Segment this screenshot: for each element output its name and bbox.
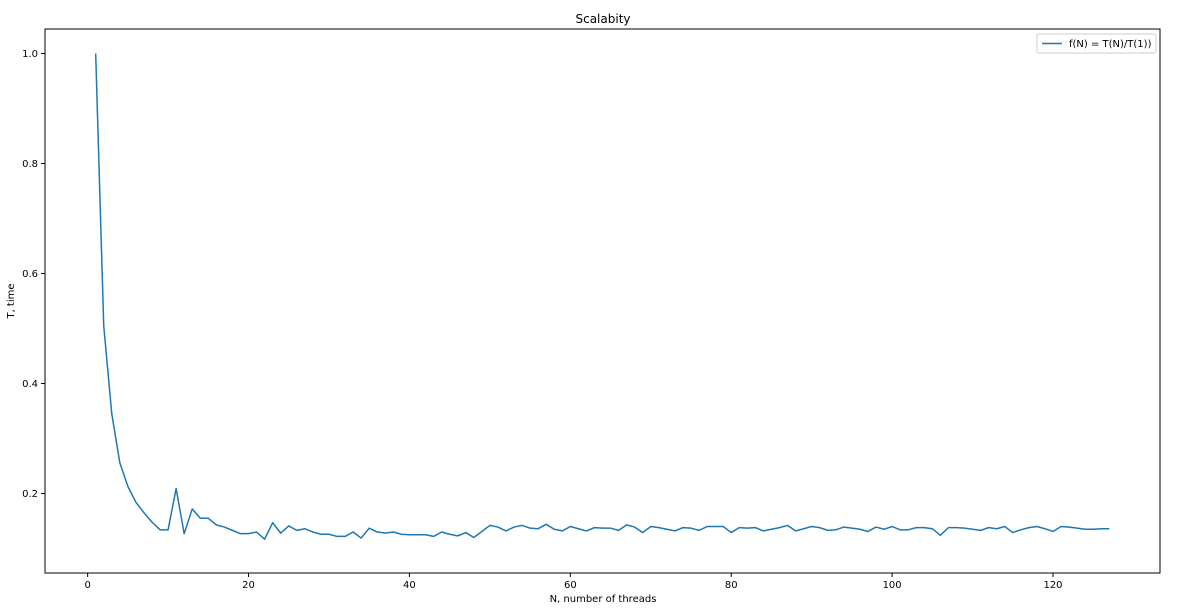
x-tick-label: 20 [242,580,255,591]
legend: f(N) = T(N)/T(1)) [1036,33,1157,54]
legend-box [1036,33,1157,54]
legend-label: f(N) = T(N)/T(1)) [1069,39,1152,50]
plot-frame [44,28,1161,574]
y-tick-label: 0.8 [22,159,38,170]
chart-title: Scalabity [575,12,630,26]
y-axis-label: T, time [6,283,17,319]
y-tick-label: 0.2 [22,489,38,500]
x-tick-label: 100 [883,580,902,591]
y-tick-label: 1.0 [22,49,38,60]
x-tick-label: 120 [1043,580,1062,591]
plot-area: 0 20 40 60 80 100 120 0.2 0.4 0.6 0.8 1.0 [22,28,1161,591]
x-tick-label: 60 [564,580,577,591]
x-axis-label: N, number of threads [550,594,657,605]
x-tick-label: 40 [403,580,416,591]
x-tick-label: 80 [725,580,738,591]
series-line [94,53,1110,540]
y-tick-label: 0.4 [22,379,38,390]
y-tick-label: 0.6 [22,269,38,280]
x-tick-label: 0 [84,580,90,591]
